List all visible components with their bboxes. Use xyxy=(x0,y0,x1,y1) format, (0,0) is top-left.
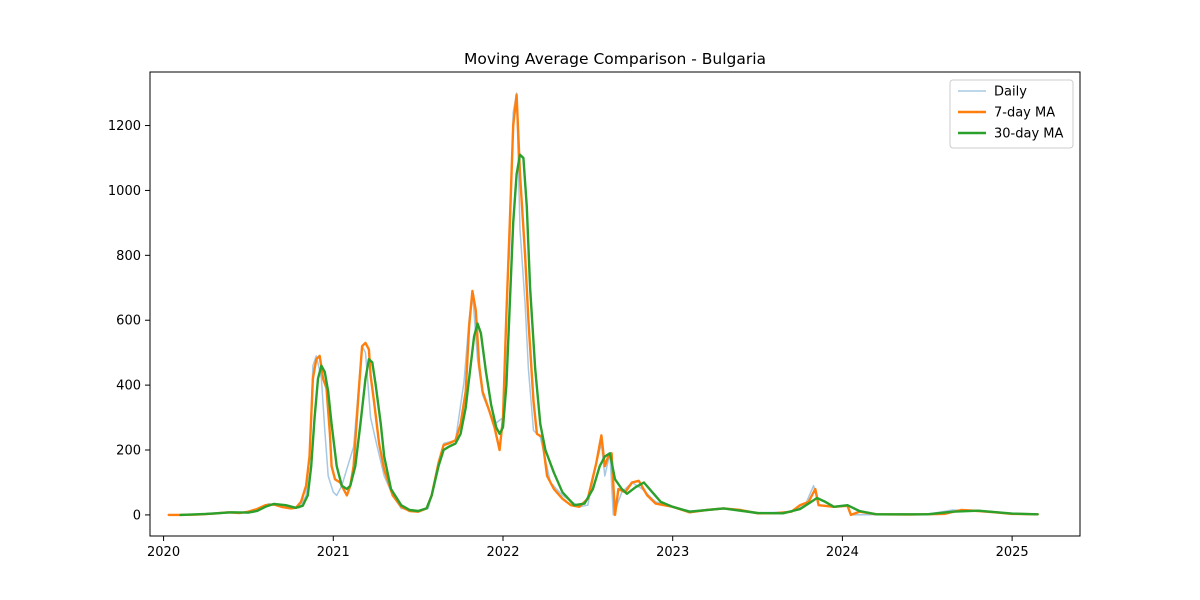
y-tick-label: 400 xyxy=(116,379,141,394)
legend-box xyxy=(949,79,1074,149)
y-tick-label: 800 xyxy=(116,249,141,264)
legend-label: 30-day MA xyxy=(994,127,1063,142)
legend-label: Daily xyxy=(994,85,1027,100)
series-line-30-day-ma xyxy=(179,153,1039,517)
legend-label: 7-day MA xyxy=(994,106,1055,121)
x-tick-label: 2023 xyxy=(656,545,689,560)
y-tick-label: 200 xyxy=(116,444,141,459)
x-tick-label: 2020 xyxy=(147,545,180,560)
legend: Daily 7-day MA 30-day MA xyxy=(949,79,1074,149)
y-tick-label: 1000 xyxy=(108,184,141,199)
y-tick-label: 1200 xyxy=(108,119,141,134)
x-tick-label: 2025 xyxy=(996,545,1029,560)
plot-frame xyxy=(149,71,1081,537)
chart-title: Moving Average Comparison - Bulgaria xyxy=(464,50,766,68)
x-tick-label: 2022 xyxy=(486,545,519,560)
y-tick-label: 600 xyxy=(116,314,141,329)
axes-layer: 2020 2021 2022 2023 2024 2025 0 200 400 600 800 100… xyxy=(108,71,1081,560)
x-tick-label: 2024 xyxy=(826,545,859,560)
x-tick-label: 2021 xyxy=(317,545,350,560)
y-tick-label: 0 xyxy=(133,508,141,523)
series-layer xyxy=(167,92,1039,517)
